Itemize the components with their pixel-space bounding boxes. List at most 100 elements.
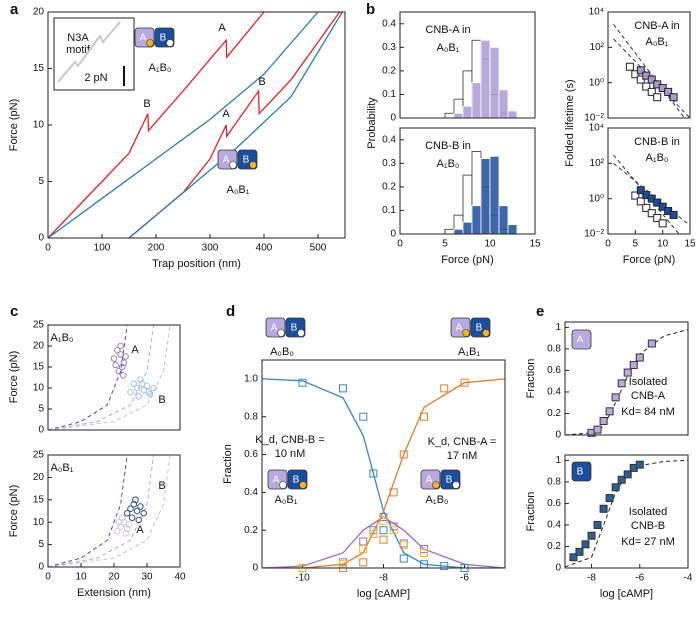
x-tick-label: 5 [442, 239, 448, 250]
y-tick-label: 25 [33, 450, 45, 461]
y-tick-label: 25 [33, 320, 45, 331]
data-point [145, 388, 152, 396]
data-point [133, 507, 141, 515]
x-tick-label: 300 [202, 243, 219, 254]
data-point [135, 516, 142, 524]
annotation: A [136, 524, 144, 536]
annotation: CNB-B in [425, 140, 471, 152]
x-tick-label: -10 [295, 573, 310, 584]
icon-box [571, 461, 592, 482]
data-point [420, 548, 428, 557]
y-tick-label: 0.2 [547, 541, 561, 552]
y-axis-label: Folded lifetime (s) [564, 79, 576, 166]
series-line [48, 455, 128, 567]
plot-frame [607, 11, 691, 119]
x-tick-label: 200 [148, 243, 165, 254]
x-tick-label: -6 [635, 573, 644, 584]
data-point [339, 384, 347, 393]
y-tick-label: 0 [390, 229, 396, 240]
x-tick-label: -8 [379, 573, 388, 584]
data-point [359, 545, 368, 554]
data-point [653, 93, 662, 102]
data-point [122, 353, 129, 360]
y-tick-label: 20 [33, 7, 45, 18]
data-point [575, 547, 584, 556]
icon-label: A [273, 475, 280, 486]
icon-label: B [476, 323, 483, 334]
icon-dot [299, 481, 307, 489]
data-point [133, 384, 141, 392]
annotation: A [218, 22, 226, 34]
plot-frame [564, 321, 689, 436]
x-tick-label: 100 [94, 243, 111, 254]
annotation: CNB-A in [634, 20, 679, 32]
data-point [653, 198, 662, 207]
data-point [664, 87, 673, 96]
data-point [127, 505, 134, 513]
x-tick-label: 20 [108, 572, 120, 583]
annotation: K_d, CNB-B = [255, 434, 324, 446]
y-tick-label: 10⁴ [589, 123, 604, 134]
y-tick-label: 0.6 [244, 449, 258, 460]
y-axis-label: Force (pN) [8, 351, 20, 404]
icon-label: B [577, 467, 584, 478]
y-tick-label: 10² [590, 158, 605, 169]
y-tick-label: 0.2 [547, 408, 561, 419]
x-tick-label: 0 [45, 243, 51, 254]
panel-label: e [536, 303, 544, 320]
data-point [125, 521, 133, 528]
data-point [611, 483, 620, 492]
y-tick-label: 10⁴ [589, 7, 604, 18]
data-point [114, 346, 121, 354]
data-point [118, 363, 126, 371]
icon-label: A [456, 323, 463, 334]
data-point [635, 460, 644, 469]
data-point [611, 393, 620, 402]
panel-label: b [366, 1, 375, 18]
histogram-bar [480, 39, 491, 119]
data-point [599, 417, 608, 426]
data-point [636, 197, 645, 206]
histogram-bar [462, 105, 473, 119]
x-tick-label: 10 [75, 572, 87, 583]
data-point [359, 412, 368, 421]
annotation: A₀B₁ [646, 36, 669, 48]
y-axis-label: Probability [366, 97, 378, 149]
data-point [140, 509, 147, 517]
plot-frame [47, 454, 181, 568]
y-tick-label: 0.6 [547, 365, 561, 376]
annotation: N3A [67, 32, 89, 44]
histogram-bar [471, 205, 482, 235]
x-tick-label: 0 [397, 239, 403, 250]
series-line [613, 38, 690, 118]
data-point [298, 378, 307, 387]
plot-frame [399, 11, 536, 119]
icon-label: A [426, 475, 433, 486]
data-point [112, 361, 119, 369]
annotation: CNB-A in [425, 24, 470, 36]
plot-frame [47, 324, 181, 431]
x-tick-label: 10 [657, 239, 669, 250]
icon-dot [279, 481, 287, 489]
panel-label: d [226, 303, 235, 320]
data-point [605, 494, 614, 503]
annotation: A₁B₁ [458, 346, 480, 358]
annotation: B [258, 76, 265, 88]
x-tick-label: 500 [310, 243, 327, 254]
y-tick-label: 20 [33, 341, 45, 352]
data-point [127, 388, 134, 396]
data-point [147, 391, 154, 398]
x-tick-label: 10 [484, 239, 496, 250]
data-point [123, 525, 131, 533]
panel-label: c [10, 303, 18, 320]
data-point [379, 516, 388, 525]
y-axis-label: Fraction [525, 359, 537, 399]
y-tick-label: 0.3 [382, 42, 396, 53]
y-tick-label: 0 [38, 233, 44, 244]
data-point [605, 407, 614, 416]
data-point [581, 540, 590, 549]
icon-label: B [446, 475, 453, 486]
y-tick-label: 0.8 [547, 344, 561, 355]
y-tick-label: 0.8 [244, 411, 258, 422]
